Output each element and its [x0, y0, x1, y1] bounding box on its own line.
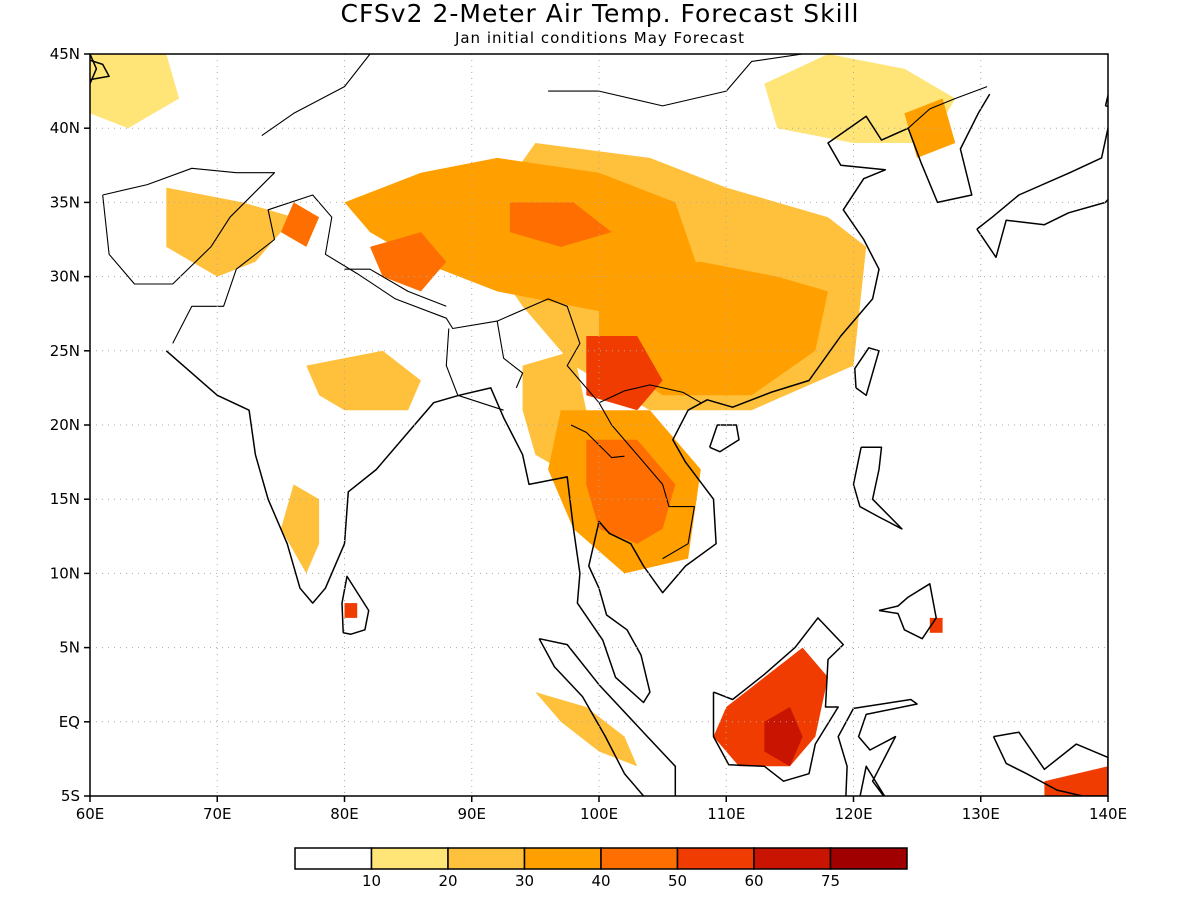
skill-region-pakistan	[166, 187, 294, 277]
x-tick-label: 120E	[834, 805, 872, 823]
border-segment	[445, 328, 504, 411]
coastline-segment	[976, 127, 1108, 259]
y-tick-label: 40N	[50, 119, 80, 137]
coastline-segment	[837, 698, 918, 796]
gridlines	[90, 54, 1108, 796]
x-tick-label: 100E	[580, 805, 618, 823]
colorbar-swatch	[370, 847, 449, 870]
colorbar-swatch	[753, 847, 832, 870]
coastline-segment	[90, 59, 110, 81]
coastline-segment	[712, 617, 845, 782]
colorbar-label: 10	[362, 872, 381, 890]
y-tick-label: 15N	[50, 490, 80, 508]
colorbar-swatch	[523, 847, 602, 870]
y-tick-label: 10N	[50, 564, 80, 582]
border-segment	[548, 54, 804, 107]
border-segment	[598, 402, 695, 560]
skill-region-central-china	[599, 261, 828, 396]
colorbar-label: 30	[515, 872, 534, 890]
skill-region-new-guinea	[1044, 766, 1108, 796]
coastline-segment	[992, 731, 1108, 796]
coastline-segment	[854, 347, 880, 397]
coastline-segment	[341, 575, 370, 635]
x-tick-label: 60E	[76, 805, 105, 823]
x-tick-label: 80E	[330, 805, 359, 823]
border-segment	[102, 167, 276, 285]
colorbar-label: 75	[821, 872, 840, 890]
y-tick-label: 20N	[50, 416, 80, 434]
border-segment	[172, 194, 702, 404]
x-tick-label: 110E	[707, 805, 745, 823]
colorbar-label: 60	[744, 872, 763, 890]
skill-region-north-korea	[904, 98, 956, 158]
colorbar-swatch	[676, 847, 755, 870]
coastline-segment	[708, 424, 740, 453]
colorbar-swatch	[447, 847, 526, 870]
coastline-segment	[165, 350, 460, 604]
x-tick-label: 70E	[203, 805, 232, 823]
colorbar-swatch	[294, 847, 373, 870]
border-segment	[496, 321, 524, 389]
skill-region-tibet-core-2	[509, 202, 612, 247]
skill-region-kashmir	[280, 202, 320, 247]
x-tick-label: 140E	[1089, 805, 1127, 823]
skill-region-india-ganges	[306, 350, 421, 411]
x-tick-label: 90E	[457, 805, 486, 823]
coastline-segment	[852, 446, 903, 530]
y-tick-label: 25N	[50, 342, 80, 360]
y-tick-label: 45N	[50, 45, 80, 63]
x-axis: 60E 70E 80E 90E 100E 110E 120E 130E 140E	[76, 796, 1127, 823]
y-axis: 45N 40N 35N 30N 25N 20N 15N 10N 5N EQ 5S	[50, 45, 90, 805]
colorbar-label: 40	[591, 872, 610, 890]
coastline-segment	[538, 637, 677, 796]
y-tick-label: 5S	[61, 787, 80, 805]
border-segment	[344, 268, 447, 307]
colorbar-swatch	[829, 847, 908, 870]
skill-region-indochina	[586, 439, 676, 544]
colorbar-label: 20	[438, 872, 457, 890]
y-tick-label: 30N	[50, 268, 80, 286]
y-tick-label: 5N	[59, 639, 80, 657]
skill-shading	[90, 54, 1108, 796]
y-tick-label: 35N	[50, 193, 80, 211]
y-tick-label: EQ	[59, 713, 80, 731]
colorbar-label: 50	[668, 872, 687, 890]
skill-region-sri-lanka	[344, 603, 358, 618]
skill-region-kazakh-north	[90, 54, 180, 129]
border-segment	[261, 54, 371, 137]
coastline-segment	[1104, 92, 1108, 108]
border-segment	[907, 86, 988, 129]
skill-region-borneo-core	[764, 707, 803, 767]
chart-title: CFSv2 2-Meter Air Temp. Forecast Skill	[340, 0, 860, 28]
chart-subtitle: Jan initial conditions May Forecast	[454, 29, 746, 47]
colorbar-swatch	[600, 847, 679, 870]
skill-region-yunnan-core	[586, 336, 663, 411]
colorbar-legend: 10 20 30 40 50 60 75	[294, 847, 908, 890]
coastline-segment	[878, 583, 937, 640]
skill-region-ghats	[280, 484, 320, 574]
coastline-segment	[458, 93, 991, 704]
coastlines	[90, 54, 1108, 796]
skill-region-tibet-core	[370, 232, 447, 292]
x-tick-label: 130E	[962, 805, 1000, 823]
